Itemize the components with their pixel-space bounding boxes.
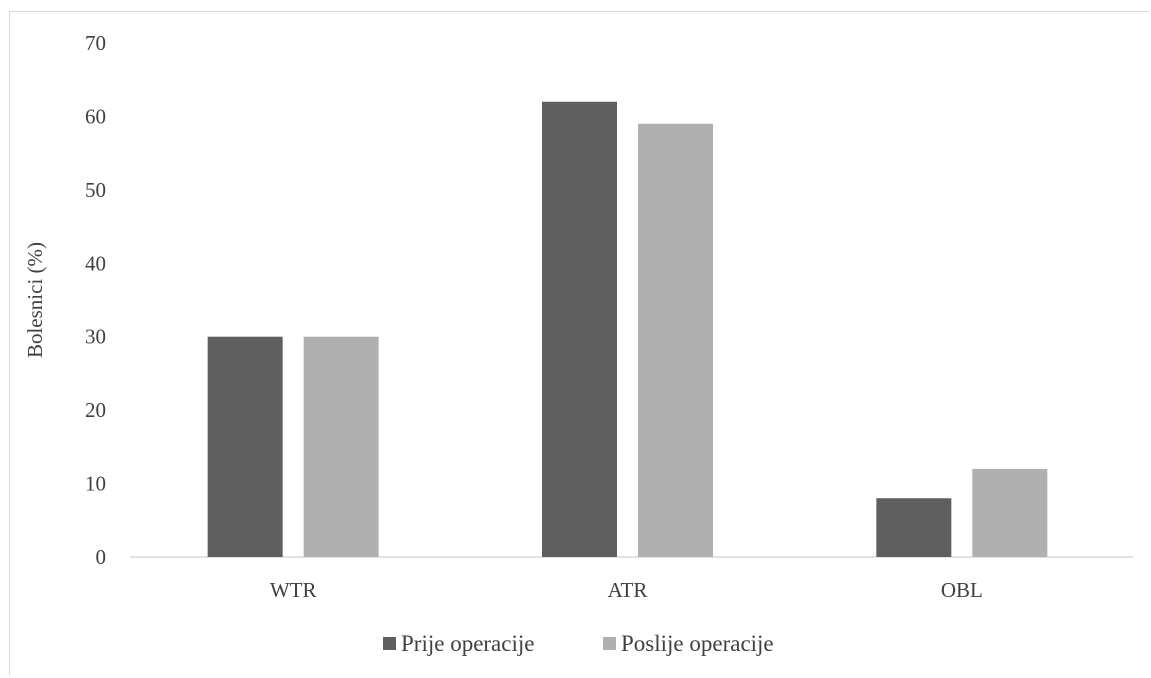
x-tick-label: WTR bbox=[270, 578, 317, 602]
x-tick-label: ATR bbox=[608, 578, 648, 602]
bar-obl-series-1 bbox=[876, 498, 952, 557]
y-tick-label: 70 bbox=[85, 31, 106, 55]
x-tick-label: OBL bbox=[941, 578, 983, 602]
x-axis-ticks: WTR ATR OBL bbox=[270, 578, 983, 602]
y-axis-title: Bolesnici (%) bbox=[23, 242, 47, 358]
legend-label: Prije operacije bbox=[401, 631, 534, 656]
legend-swatch bbox=[603, 637, 616, 650]
legend: Prije operacije Poslije operacije bbox=[383, 631, 774, 656]
y-tick-label: 20 bbox=[85, 398, 106, 422]
y-tick-label: 0 bbox=[96, 545, 107, 569]
bars bbox=[207, 101, 1048, 558]
bar-atr-series-2 bbox=[638, 123, 713, 558]
y-tick-label: 60 bbox=[85, 104, 106, 128]
y-tick-label: 30 bbox=[85, 325, 106, 349]
bar-wtr-series-1 bbox=[207, 336, 283, 557]
y-axis-ticks: 0 10 20 30 40 50 60 70 bbox=[85, 31, 106, 569]
y-tick-label: 40 bbox=[85, 251, 106, 275]
bar-obl-series-2 bbox=[972, 468, 1048, 557]
legend-label: Poslije operacije bbox=[621, 631, 774, 656]
legend-swatch bbox=[383, 637, 396, 650]
y-tick-label: 10 bbox=[85, 472, 106, 496]
chart-frame bbox=[9, 11, 1149, 675]
y-tick-label: 50 bbox=[85, 178, 106, 202]
bar-atr-series-1 bbox=[542, 101, 617, 557]
bar-wtr-series-2 bbox=[303, 336, 379, 557]
